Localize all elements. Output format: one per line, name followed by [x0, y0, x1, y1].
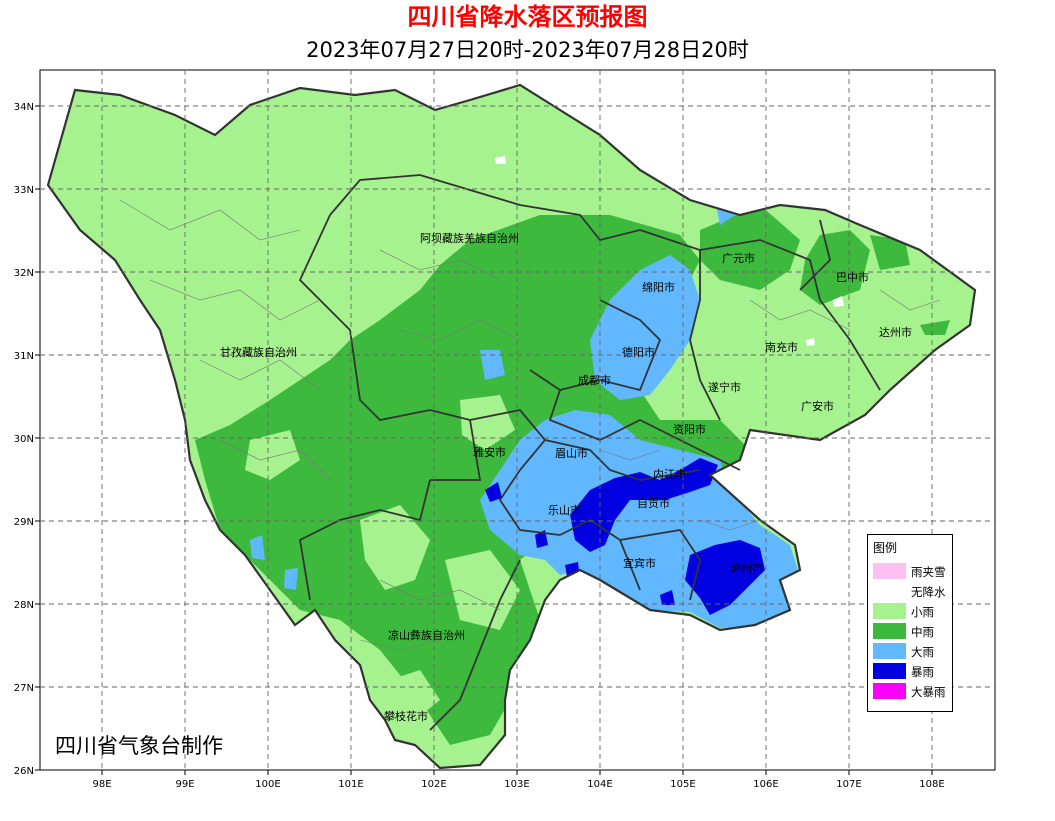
heavy-rain-area [284, 568, 298, 590]
no-rain-area [833, 296, 844, 307]
region-label-bazhong: 巴中市 [836, 270, 869, 284]
light-rain-area [460, 395, 515, 450]
light-rain-area [245, 430, 300, 480]
region-label-neijiang: 内江市 [653, 467, 686, 481]
x-tick-label: 101E [338, 779, 363, 790]
x-tick-label: 99E [175, 779, 194, 790]
y-tick-label: 28N [14, 600, 34, 611]
legend-item-heavy-rain: 大雨 [873, 643, 951, 659]
no-rain-area [806, 338, 815, 346]
legend-item-moderate-rain: 中雨 [873, 623, 951, 639]
legend-title: 图例 [873, 541, 898, 555]
legend-swatch [873, 623, 906, 639]
legend-swatch [873, 663, 906, 679]
x-tick-label: 102E [421, 779, 446, 790]
prefecture-boundaries [298, 174, 881, 731]
legend-item-sleet: 雨夹雪 [873, 563, 951, 579]
x-tick-label: 103E [504, 779, 529, 790]
legend-item-no-rain: 无降水 [873, 583, 951, 599]
y-tick-label: 31N [14, 351, 34, 362]
light-rain-area [360, 505, 430, 590]
legend-label: 小雨 [911, 605, 934, 619]
graticule [40, 70, 995, 770]
heavy-rain-area [250, 535, 265, 560]
province-boundary [46, 83, 977, 770]
region-label-luzhou: 泸州市 [730, 561, 763, 575]
legend-swatch [873, 563, 906, 579]
region-label-meishan: 眉山市 [555, 446, 588, 460]
region-label-deyang: 德阳市 [622, 345, 655, 359]
region-label-yibin: 宜宾市 [623, 556, 656, 570]
light-rain-area [445, 550, 520, 630]
region-label-ziyang: 资阳市 [673, 422, 706, 436]
y-tick-label: 29N [14, 517, 34, 528]
x-tick-label: 107E [836, 779, 861, 790]
region-label-liangshan: 凉山彝族自治州 [388, 628, 465, 642]
x-axis-labels: 98E 99E 100E 101E 102E 103E 104E 105E 10… [92, 779, 944, 790]
region-label-panzhihua: 攀枝花市 [384, 709, 428, 723]
y-axis-labels: 34N 33N 32N 31N 30N 29N 28N 27N 26N [14, 102, 34, 777]
legend-swatch [873, 603, 906, 619]
region-label-guangan: 广安市 [801, 399, 834, 413]
y-tick-label: 26N [14, 766, 34, 777]
x-tick-label: 106E [753, 779, 778, 790]
region-label-yaan: 雅安市 [473, 445, 506, 459]
legend-item-heavy-rainstorm: 大暴雨 [873, 683, 951, 699]
x-tick-label: 104E [587, 779, 612, 790]
x-tick-label: 105E [670, 779, 695, 790]
legend-label: 中雨 [911, 625, 934, 639]
region-label-chengdu: 成都市 [578, 373, 611, 387]
region-label-suining: 遂宁市 [708, 380, 741, 394]
x-tick-label: 100E [255, 779, 280, 790]
torrential-rain-area [535, 530, 548, 548]
legend-label: 雨夹雪 [911, 565, 946, 579]
region-label-leshan: 乐山市 [548, 503, 581, 517]
x-tick-label: 108E [919, 779, 944, 790]
map-title: 四川省降水落区预报图 [407, 3, 648, 31]
legend-item-rainstorm: 暴雨 [873, 663, 951, 679]
no-rain-area [495, 156, 506, 164]
forecast-period: 2023年07月27日20时-2023年07月28日20时 [306, 38, 749, 62]
y-tick-label: 27N [14, 683, 34, 694]
moderate-rain-area [870, 235, 910, 270]
producer-credit: 四川省气象台制作 [55, 734, 223, 758]
legend-label: 无降水 [911, 585, 946, 599]
torrential-rain-area [660, 590, 675, 605]
light-rain-area [390, 670, 440, 720]
legend-label: 大雨 [911, 645, 934, 659]
map-legend: 图例 雨夹雪 无降水 小雨 中雨 大雨 暴雨 大暴雨 [867, 534, 953, 712]
moderate-rain-area [700, 205, 800, 290]
legend-swatch [873, 583, 906, 599]
legend-label: 大暴雨 [911, 685, 946, 699]
legend-item-light-rain: 小雨 [873, 603, 951, 619]
torrential-rain-area [485, 482, 502, 502]
x-tick-label: 98E [92, 779, 111, 790]
region-label-zigong: 自贡市 [637, 496, 670, 510]
legend-swatch [873, 643, 906, 659]
county-boundaries [119, 199, 941, 651]
heavy-rain-area [480, 350, 505, 380]
y-tick-label: 34N [14, 102, 34, 113]
region-label-ganzi: 甘孜藏族自治州 [220, 345, 297, 359]
region-labels: 阿坝藏族羌族自治州 甘孜藏族自治州 广元市 巴中市 绵阳市 达州市 德阳市 南充… [220, 231, 912, 723]
y-tick-label: 33N [14, 185, 34, 196]
torrential-rain-area [685, 540, 765, 615]
region-label-mianyang: 绵阳市 [642, 280, 675, 294]
torrential-rain-area [570, 458, 718, 552]
moderate-rain-area [920, 320, 950, 335]
legend-swatch [873, 683, 906, 699]
region-label-guangyuan: 广元市 [722, 251, 755, 265]
moderate-rain-area [800, 230, 870, 305]
region-label-nanchong: 南充市 [765, 340, 798, 354]
heavy-rain-area [590, 255, 700, 400]
y-tick-label: 30N [14, 434, 34, 445]
region-label-dazhou: 达州市 [879, 325, 912, 339]
region-label-aba: 阿坝藏族羌族自治州 [420, 231, 519, 245]
axis-ticks [35, 105, 933, 775]
y-tick-label: 32N [14, 268, 34, 279]
legend-label: 暴雨 [911, 665, 934, 679]
